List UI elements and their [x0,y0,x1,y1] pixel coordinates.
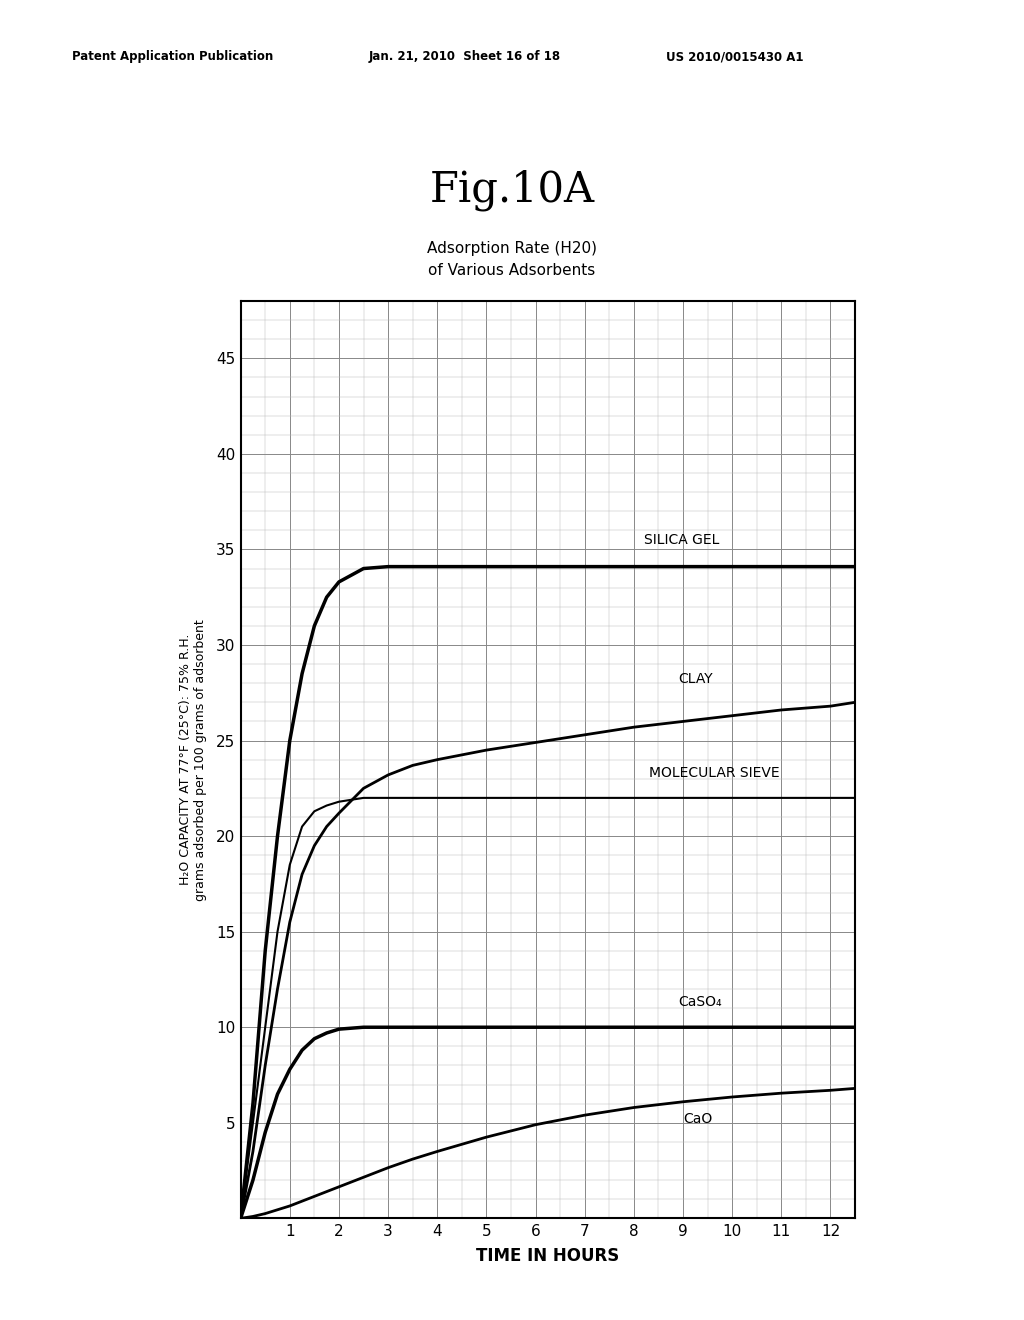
Text: MOLECULAR SIEVE: MOLECULAR SIEVE [648,766,779,780]
Text: Patent Application Publication: Patent Application Publication [72,50,273,63]
Text: CLAY: CLAY [678,672,713,686]
Text: CaO: CaO [683,1111,713,1126]
X-axis label: TIME IN HOURS: TIME IN HOURS [476,1247,620,1266]
Text: Jan. 21, 2010  Sheet 16 of 18: Jan. 21, 2010 Sheet 16 of 18 [369,50,561,63]
Text: SILICA GEL: SILICA GEL [644,533,719,546]
Text: US 2010/0015430 A1: US 2010/0015430 A1 [666,50,803,63]
Text: Fig.10A: Fig.10A [429,169,595,211]
Text: of Various Adsorbents: of Various Adsorbents [428,263,596,279]
Text: Adsorption Rate (H20): Adsorption Rate (H20) [427,240,597,256]
Y-axis label: H₂O CAPACITY AT 77°F (25°C): 75% R.H.
grams adsorbed per 100 grams of adsorbent: H₂O CAPACITY AT 77°F (25°C): 75% R.H. gr… [179,619,208,900]
Text: CaSO₄: CaSO₄ [678,995,722,1010]
